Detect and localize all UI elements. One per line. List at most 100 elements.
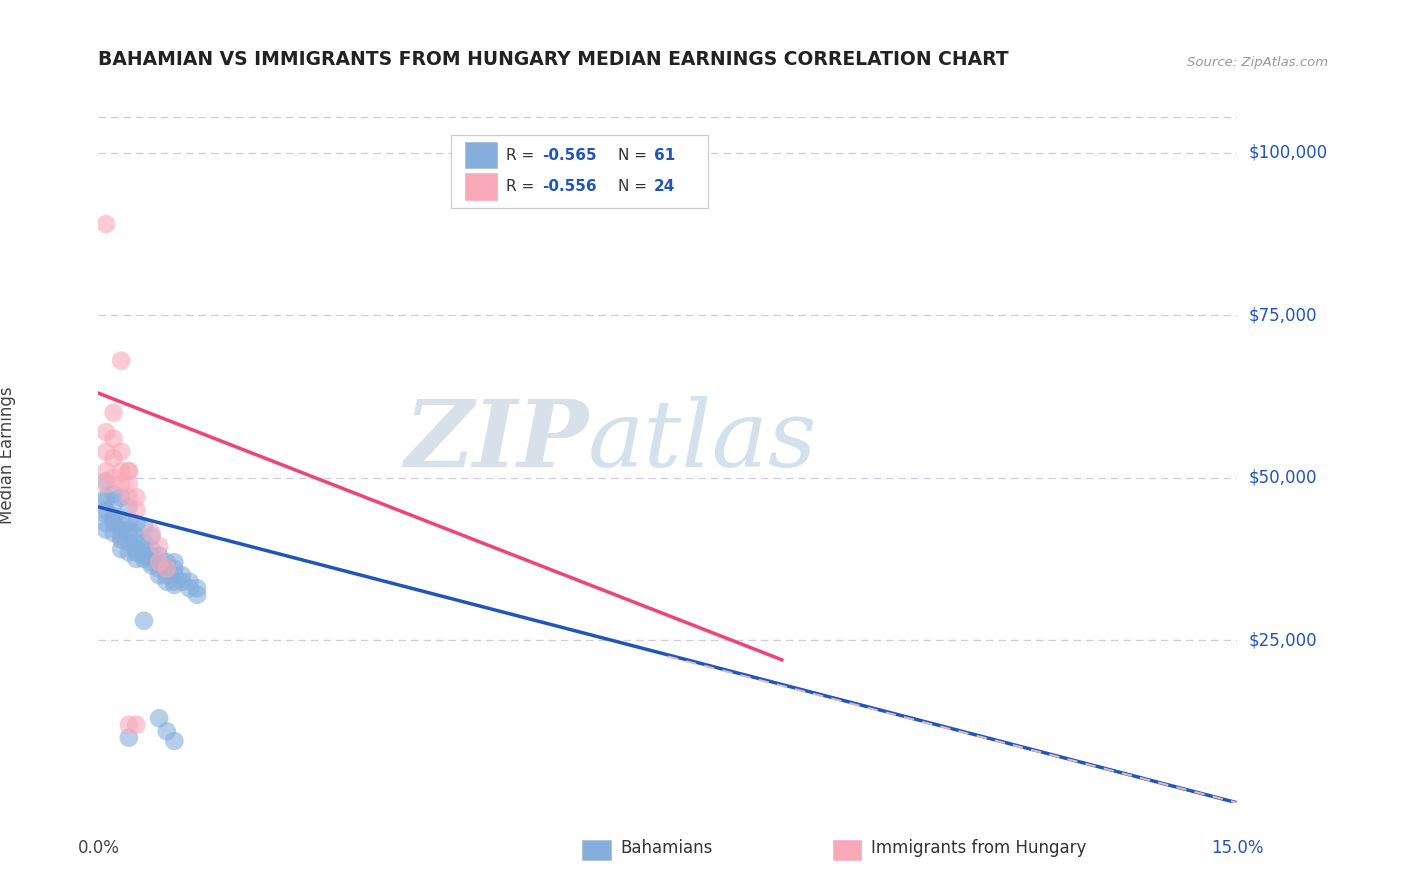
Point xyxy=(141,525,163,540)
Point xyxy=(94,464,117,478)
Point xyxy=(103,497,125,511)
Point xyxy=(125,535,148,549)
Text: -0.556: -0.556 xyxy=(543,179,598,194)
Point xyxy=(132,519,155,533)
Text: $100,000: $100,000 xyxy=(1249,144,1327,161)
Point xyxy=(141,555,163,569)
Text: R =: R = xyxy=(506,147,540,162)
Text: Source: ZipAtlas.com: Source: ZipAtlas.com xyxy=(1187,56,1329,69)
Point xyxy=(118,464,141,478)
Text: Immigrants from Hungary: Immigrants from Hungary xyxy=(870,839,1085,857)
Point xyxy=(132,549,155,563)
Point xyxy=(118,718,141,732)
Text: $50,000: $50,000 xyxy=(1249,468,1317,487)
Point xyxy=(148,568,170,582)
Point xyxy=(170,574,193,589)
Text: $25,000: $25,000 xyxy=(1249,632,1317,649)
Point xyxy=(94,503,117,517)
Point xyxy=(103,432,125,446)
Point xyxy=(148,711,170,725)
Point xyxy=(118,477,141,491)
Point xyxy=(179,581,201,595)
Point xyxy=(94,490,117,504)
Point xyxy=(132,545,155,559)
Point xyxy=(125,552,148,566)
Point xyxy=(125,545,148,559)
Point xyxy=(118,535,141,549)
Point xyxy=(125,542,148,557)
Point xyxy=(163,568,186,582)
Point xyxy=(186,581,208,595)
Point xyxy=(125,516,148,531)
Point xyxy=(148,562,170,576)
Text: N =: N = xyxy=(617,179,651,194)
Point xyxy=(132,614,155,628)
Point xyxy=(110,542,132,557)
Point xyxy=(118,545,141,559)
Point xyxy=(156,724,179,739)
Point xyxy=(118,731,141,745)
Text: BAHAMIAN VS IMMIGRANTS FROM HUNGARY MEDIAN EARNINGS CORRELATION CHART: BAHAMIAN VS IMMIGRANTS FROM HUNGARY MEDI… xyxy=(98,50,1010,69)
Point xyxy=(103,487,125,501)
Point xyxy=(118,523,141,537)
Point xyxy=(94,523,117,537)
Text: $75,000: $75,000 xyxy=(1249,306,1317,324)
Point xyxy=(118,500,141,514)
Point xyxy=(110,353,132,368)
Point xyxy=(94,444,117,458)
Point xyxy=(110,533,132,547)
Text: R =: R = xyxy=(506,179,540,194)
Bar xyxy=(582,840,612,860)
Point xyxy=(141,529,163,543)
Point xyxy=(110,477,132,491)
Point xyxy=(110,529,132,543)
Text: N =: N = xyxy=(617,147,651,162)
Point xyxy=(103,406,125,420)
Text: 24: 24 xyxy=(654,179,675,194)
Point xyxy=(125,490,148,504)
Point xyxy=(148,539,170,553)
Text: 0.0%: 0.0% xyxy=(77,838,120,856)
Point xyxy=(125,503,148,517)
Point xyxy=(179,574,201,589)
Text: 15.0%: 15.0% xyxy=(1211,838,1264,856)
Point xyxy=(103,513,125,527)
Point xyxy=(110,490,132,504)
Point xyxy=(156,555,179,569)
Point xyxy=(103,525,125,540)
Point xyxy=(110,444,132,458)
Point xyxy=(141,542,163,557)
Bar xyxy=(832,840,862,860)
Point xyxy=(94,425,117,439)
Point xyxy=(163,555,186,569)
Point xyxy=(94,217,117,231)
Point xyxy=(141,558,163,573)
Point xyxy=(163,562,186,576)
Text: Median Earnings: Median Earnings xyxy=(0,386,17,524)
Text: ZIP: ZIP xyxy=(404,396,588,486)
Point xyxy=(110,464,132,478)
Point xyxy=(118,516,141,531)
Point xyxy=(103,451,125,466)
Point xyxy=(110,523,132,537)
Point xyxy=(163,734,186,748)
Bar xyxy=(465,173,498,200)
Point xyxy=(156,568,179,582)
Point xyxy=(132,535,155,549)
Text: 61: 61 xyxy=(654,147,675,162)
Point xyxy=(132,552,155,566)
Point xyxy=(94,474,117,488)
Point xyxy=(163,574,186,589)
FancyBboxPatch shape xyxy=(451,135,707,208)
Point xyxy=(125,718,148,732)
Point xyxy=(148,549,170,563)
Point xyxy=(125,529,148,543)
Text: Bahamians: Bahamians xyxy=(620,839,713,857)
Point xyxy=(156,574,179,589)
Point xyxy=(170,568,193,582)
Point xyxy=(103,471,125,485)
Point xyxy=(110,513,132,527)
Point xyxy=(156,562,179,576)
Point xyxy=(94,507,117,521)
Text: -0.565: -0.565 xyxy=(543,147,598,162)
